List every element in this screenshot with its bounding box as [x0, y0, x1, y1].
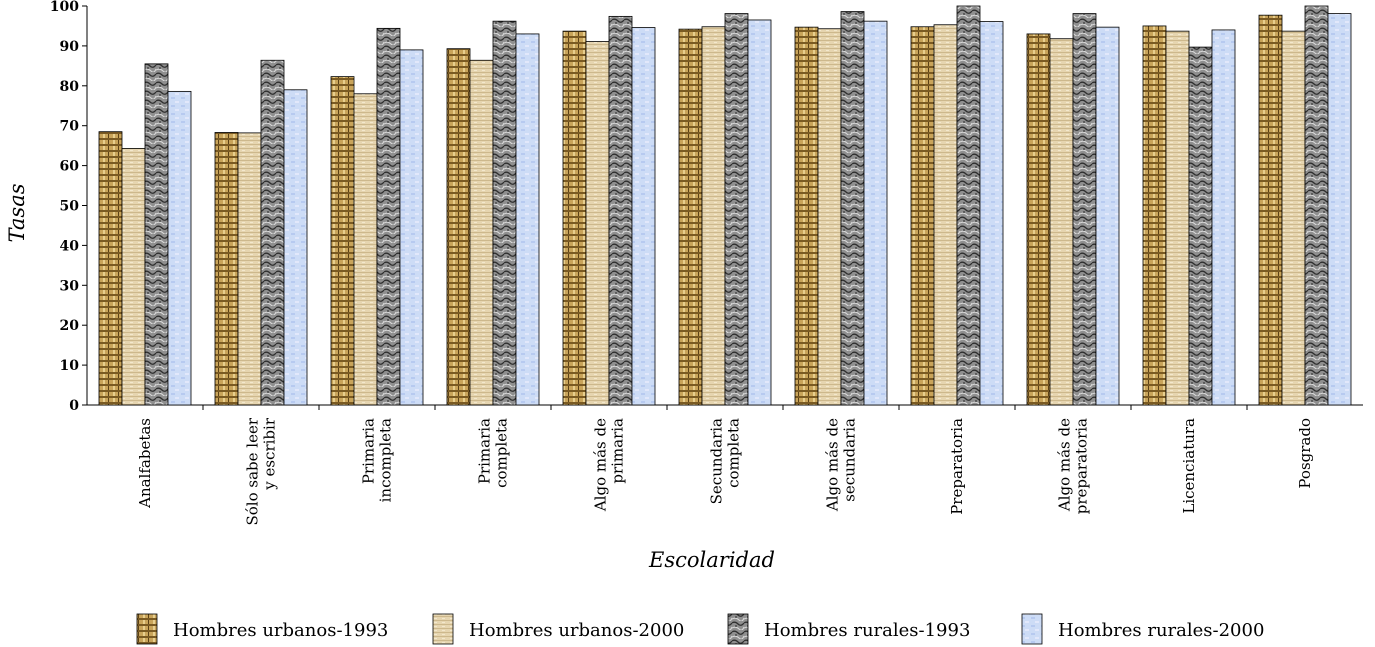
legend-swatch	[727, 613, 749, 645]
legend-swatch	[432, 613, 454, 645]
bar	[562, 30, 587, 406]
x-category-label-line: completa	[725, 418, 743, 488]
bar	[979, 21, 1004, 406]
x-category-label-line: Algo más de	[592, 418, 610, 512]
y-tick-label: 80	[60, 79, 80, 95]
legend-label: Hombres urbanos-1993	[173, 620, 388, 641]
bar	[933, 24, 958, 406]
x-category-label: Primaria incompleta	[360, 418, 395, 502]
bar	[446, 48, 471, 406]
y-axis-title: Tasas	[5, 183, 29, 242]
y-tick-label: 100	[50, 0, 79, 15]
bar	[98, 131, 123, 406]
bar	[121, 148, 146, 406]
x-category-label-line: Primaria	[360, 418, 378, 484]
bar	[399, 49, 424, 406]
legend-swatch	[1021, 613, 1043, 645]
bar-group	[98, 5, 1352, 406]
bar	[469, 59, 494, 406]
bar	[237, 132, 262, 406]
bar	[1327, 13, 1352, 406]
x-category-label-line: Sólo sabe leer	[244, 417, 262, 525]
bar	[910, 26, 935, 406]
bar	[144, 63, 169, 406]
x-category-label-line: Algo más de	[824, 418, 842, 512]
bar	[794, 26, 819, 406]
bar	[724, 13, 749, 406]
x-category-label-line: Licenciatura	[1180, 418, 1198, 514]
bar	[330, 76, 355, 406]
x-category-label: Primaria completa	[476, 418, 511, 488]
bar	[1188, 46, 1213, 406]
bar	[1142, 25, 1167, 406]
bar	[492, 20, 517, 406]
bar	[376, 27, 401, 406]
legend-swatch	[136, 613, 158, 645]
bar	[283, 89, 308, 406]
x-category-label: Sólo sabe leer y escribir	[244, 417, 279, 525]
x-category-label: Algo más de primaria	[592, 418, 627, 512]
x-category-label-line: Preparatoria	[948, 418, 966, 515]
legend-label: Hombres rurales-2000	[1058, 620, 1264, 641]
y-tick-label: 10	[60, 358, 80, 374]
legend: Hombres urbanos-1993 Hombres urbanos-2000…	[136, 613, 1264, 645]
bar	[747, 19, 772, 406]
y-tick-label: 90	[60, 39, 80, 55]
x-category-label-line: completa	[493, 418, 511, 488]
y-tick-label: 40	[60, 238, 80, 254]
bar	[515, 33, 540, 406]
x-category-label: Algo más de preparatoria	[1056, 418, 1091, 514]
bar	[1072, 13, 1097, 406]
bar	[840, 11, 865, 406]
bar	[1049, 38, 1074, 406]
bar	[353, 93, 378, 406]
x-category-label: Analfabetas	[136, 418, 154, 509]
x-axis-title: Escolaridad	[648, 548, 775, 572]
x-category-label-line: primaria	[609, 418, 627, 484]
bar	[631, 27, 656, 406]
x-category-label-line: Algo más de	[1056, 418, 1074, 512]
bar	[608, 15, 633, 406]
legend-label: Hombres rurales-1993	[764, 620, 970, 641]
x-category-label: Licenciatura	[1180, 418, 1198, 514]
x-category-label-line: y escribir	[261, 417, 279, 491]
category-labels: Analfabetas Sólo sabe leer y escribir Prima…	[136, 417, 1314, 525]
y-tick-label: 30	[60, 278, 80, 294]
x-category-label: Algo más de secundaria	[824, 418, 859, 512]
bar	[1211, 29, 1236, 406]
x-category-label-line: Analfabetas	[136, 418, 154, 509]
x-category-label: Secundaria completa	[708, 418, 743, 504]
y-tick-label: 70	[60, 119, 80, 135]
bar	[863, 20, 888, 406]
x-category-label-line: incompleta	[377, 418, 395, 502]
bar	[701, 26, 726, 406]
x-category-label-line: Primaria	[476, 418, 494, 484]
bar	[1281, 30, 1306, 406]
bar	[817, 28, 842, 406]
bar	[167, 90, 192, 406]
bar	[1095, 26, 1120, 406]
y-tick-label: 0	[69, 398, 79, 414]
bar	[214, 132, 239, 406]
bar	[678, 28, 703, 406]
x-category-label-line: Secundaria	[708, 418, 726, 504]
y-tick-label: 50	[60, 199, 80, 215]
legend-label: Hombres urbanos-2000	[469, 620, 684, 641]
bar	[1258, 14, 1283, 406]
x-category-label-line: Posgrado	[1296, 418, 1314, 489]
bar	[1304, 5, 1329, 406]
bar	[1165, 30, 1190, 406]
bar	[1026, 33, 1051, 406]
y-tick-label: 20	[60, 318, 80, 334]
x-category-label-line: secundaria	[841, 418, 859, 502]
y-tick-label: 60	[60, 159, 80, 175]
bar	[260, 59, 285, 406]
x-category-label: Posgrado	[1296, 418, 1314, 489]
x-category-label: Preparatoria	[948, 418, 966, 515]
bar	[585, 41, 610, 406]
bar	[956, 5, 981, 406]
x-category-label-line: preparatoria	[1073, 418, 1091, 514]
